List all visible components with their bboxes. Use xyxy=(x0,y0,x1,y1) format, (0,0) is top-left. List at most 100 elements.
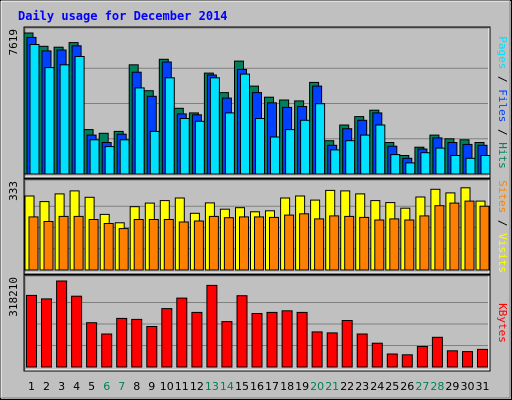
bar-kbytes-day-6 xyxy=(101,333,113,368)
bar-kbytes-day-23 xyxy=(356,333,368,368)
day-label-15: 15 xyxy=(235,380,249,393)
day-label-21: 21 xyxy=(325,380,339,393)
bar-pages-day-18 xyxy=(285,129,296,175)
bar-sites-day-17 xyxy=(269,216,279,271)
bar-sites-day-20 xyxy=(314,218,325,271)
bar-kbytes-day-12 xyxy=(191,311,203,368)
bar-sites-day-12 xyxy=(193,220,204,271)
y-max-label-visits: 333 xyxy=(7,181,20,201)
day-label-27: 27 xyxy=(415,380,429,393)
day-label-8: 8 xyxy=(133,380,140,393)
bar-sites-day-25 xyxy=(389,218,400,271)
day-label-11: 11 xyxy=(175,380,189,393)
bar-sites-day-6 xyxy=(103,223,114,271)
bar-pages-day-24 xyxy=(375,124,386,175)
bar-sites-day-16 xyxy=(254,216,264,271)
bar-pages-day-11 xyxy=(179,118,190,175)
bar-kbytes-day-27 xyxy=(416,346,428,368)
bar-kbytes-day-5 xyxy=(86,322,98,368)
legend-text-traffic: Pages / Files / Hits xyxy=(496,36,509,169)
y-max-label-kbytes: 318210 xyxy=(7,277,20,317)
bar-kbytes-day-9 xyxy=(146,326,158,368)
bar-kbytes-day-22 xyxy=(341,320,353,368)
bar-sites-day-19 xyxy=(299,213,310,271)
legend-entry-pages: Pages xyxy=(496,36,509,69)
bar-pages-day-27 xyxy=(420,152,431,175)
day-label-19: 19 xyxy=(295,380,309,393)
bar-sites-day-24 xyxy=(374,219,385,271)
chart-title: Daily usage for December 2014 xyxy=(18,9,228,23)
legend-separator: / xyxy=(496,69,509,89)
day-label-26: 26 xyxy=(400,380,414,393)
y-axis-max-labels: 7619 333 318210 xyxy=(7,29,20,317)
bar-sites-day-9 xyxy=(148,219,159,271)
bar-kbytes-day-15 xyxy=(236,295,248,368)
bar-kbytes-day-16 xyxy=(251,313,263,368)
day-label-9: 9 xyxy=(148,380,155,393)
day-label-7: 7 xyxy=(118,380,125,393)
bar-kbytes-day-25 xyxy=(386,353,398,368)
legend-kbytes: KBytes xyxy=(496,303,509,343)
bar-sites-day-21 xyxy=(329,215,340,271)
bar-kbytes-day-26 xyxy=(401,354,413,368)
bar-kbytes-day-29 xyxy=(446,350,458,368)
bar-pages-day-28 xyxy=(435,147,446,175)
bar-pages-day-13 xyxy=(209,77,220,175)
bars xyxy=(23,32,491,368)
day-label-22: 22 xyxy=(340,380,354,393)
bar-sites-day-27 xyxy=(419,215,430,271)
bar-pages-day-15 xyxy=(240,73,250,175)
bar-kbytes-day-7 xyxy=(116,317,128,368)
bar-sites-day-22 xyxy=(344,215,355,271)
bar-pages-day-2 xyxy=(44,67,55,175)
bar-sites-day-3 xyxy=(58,215,69,271)
day-label-16: 16 xyxy=(250,380,264,393)
day-label-18: 18 xyxy=(280,380,294,393)
day-label-5: 5 xyxy=(88,380,95,393)
day-label-31: 31 xyxy=(476,380,490,393)
bar-sites-day-26 xyxy=(404,219,415,271)
legend-separator: / xyxy=(496,122,509,142)
legend-traffic: Pages / Files / Hits xyxy=(496,36,509,169)
bar-sites-day-2 xyxy=(43,221,54,271)
day-label-10: 10 xyxy=(160,380,174,393)
bar-pages-day-8 xyxy=(134,87,145,175)
day-label-20: 20 xyxy=(310,380,324,393)
bar-kbytes-day-14 xyxy=(221,321,233,368)
legend-entry-sites: Sites xyxy=(496,180,509,213)
bar-pages-day-31 xyxy=(480,155,491,175)
bar-sites-day-28 xyxy=(434,205,445,271)
day-label-12: 12 xyxy=(190,380,204,393)
day-label-23: 23 xyxy=(355,380,369,393)
bar-pages-day-1 xyxy=(29,44,40,175)
bar-pages-day-19 xyxy=(300,119,311,175)
bar-kbytes-day-31 xyxy=(477,348,488,368)
legend-entry-files: Files xyxy=(496,89,509,122)
day-label-17: 17 xyxy=(265,380,279,393)
bar-pages-day-10 xyxy=(164,77,175,175)
bar-pages-day-20 xyxy=(315,103,326,175)
legend-entry-visits: Visits xyxy=(496,233,509,273)
bar-kbytes-day-2 xyxy=(41,298,52,368)
bar-pages-day-7 xyxy=(119,139,130,175)
day-label-1: 1 xyxy=(28,380,35,393)
bar-kbytes-day-13 xyxy=(206,284,218,368)
bar-pages-day-30 xyxy=(465,157,476,175)
bar-kbytes-day-20 xyxy=(311,331,323,368)
bar-sites-day-15 xyxy=(239,216,249,271)
bar-sites-day-4 xyxy=(73,215,84,271)
legend-visits: Sites / Visits xyxy=(496,180,509,273)
legends: Pages / Files / Hits Sites / Visits KBytes xyxy=(496,36,509,343)
day-label-3: 3 xyxy=(58,380,65,393)
bar-sites-day-31 xyxy=(479,205,490,271)
bar-kbytes-day-3 xyxy=(56,280,68,368)
bar-pages-day-17 xyxy=(270,136,280,175)
day-label-28: 28 xyxy=(430,380,444,393)
bar-pages-day-22 xyxy=(345,140,356,175)
day-label-29: 29 xyxy=(445,380,459,393)
bar-pages-day-29 xyxy=(450,155,461,175)
bar-sites-day-14 xyxy=(223,217,234,271)
bar-sites-day-11 xyxy=(178,221,189,271)
bar-pages-day-4 xyxy=(74,56,85,175)
